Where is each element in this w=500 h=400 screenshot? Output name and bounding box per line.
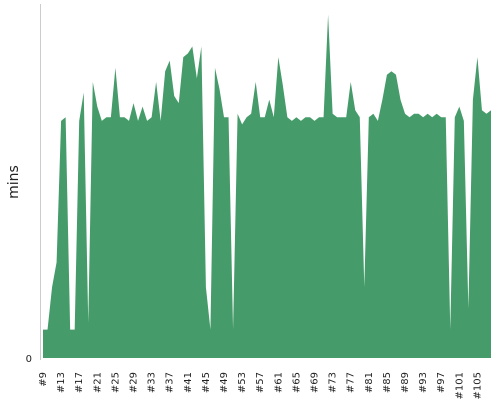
x-tick-label: #69: [310, 372, 321, 393]
x-tick-label: #17: [74, 372, 85, 393]
x-tick-label: #41: [183, 372, 194, 393]
x-tick-label: #57: [255, 372, 266, 393]
x-tick-label: #29: [129, 372, 140, 393]
area-series: [43, 14, 491, 359]
y-axis-label: mins: [6, 165, 22, 199]
x-tick-label: #53: [237, 372, 248, 393]
x-tick-label: #81: [364, 372, 375, 393]
x-tick-label: #101: [454, 372, 465, 399]
x-tick-label: #13: [56, 372, 67, 393]
x-tick-label: #33: [147, 372, 158, 393]
x-tick-label: #93: [418, 372, 429, 393]
x-tick-label: #9: [38, 372, 49, 387]
x-tick-label: #65: [291, 372, 302, 393]
x-tick-labels: #9 #13 #17 #21 #25 #29 #33 #37 #41 #45 #49 #53 #57 #6…: [38, 372, 483, 399]
x-tick-label: #61: [273, 372, 284, 393]
x-tick-label: #105: [472, 372, 483, 399]
x-tick-label: #25: [110, 372, 121, 393]
x-tick-label: #97: [436, 372, 447, 393]
x-tick-label: #21: [92, 372, 103, 393]
x-tick-label: #37: [165, 372, 176, 393]
x-tick-label: #77: [346, 372, 357, 393]
x-tick-label: #45: [201, 372, 212, 393]
y-tick-labels: 0: [26, 354, 32, 365]
x-tick-label: #89: [400, 372, 411, 393]
x-tick-label: #49: [219, 372, 230, 393]
y-tick-label: 0: [26, 354, 32, 365]
x-tick-label: #73: [328, 372, 339, 393]
area-fill: [43, 14, 491, 359]
x-tick-label: #85: [382, 372, 393, 393]
